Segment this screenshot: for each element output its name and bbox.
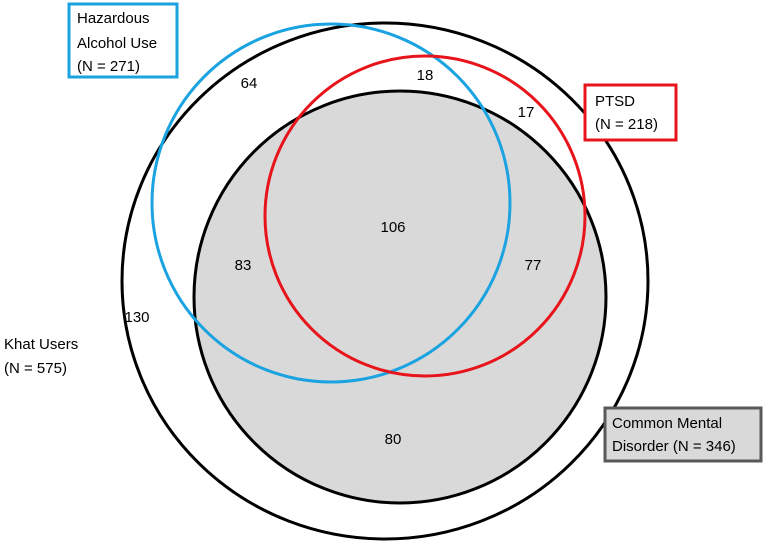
region-count: 64 (241, 75, 258, 92)
region-count: 77 (525, 257, 542, 274)
region-count: 17 (518, 104, 535, 121)
alcohol-circle (150, 22, 512, 384)
ptsd-circle (263, 54, 587, 378)
set-label: Common Mental (612, 415, 722, 432)
set-label: Alcohol Use (77, 35, 157, 52)
cmd-label-box (603, 406, 763, 463)
set-label: (N = 271) (77, 58, 140, 75)
region-count: 106 (380, 219, 405, 236)
set-label: PTSD (595, 93, 635, 110)
set-label: Disorder (N = 346) (612, 438, 736, 455)
region-count: 18 (417, 67, 434, 84)
set-label: (N = 575) (4, 360, 67, 377)
region-count: 80 (385, 431, 402, 448)
cmd-circle (192, 89, 608, 505)
set-label: Hazardous (77, 10, 150, 27)
alcohol-label-box (67, 2, 179, 79)
region-count: 83 (235, 257, 252, 274)
region-count: 130 (124, 309, 149, 326)
ptsd-label-box (583, 83, 678, 142)
set-label: (N = 218) (595, 116, 658, 133)
set-label: Khat Users (4, 336, 78, 353)
